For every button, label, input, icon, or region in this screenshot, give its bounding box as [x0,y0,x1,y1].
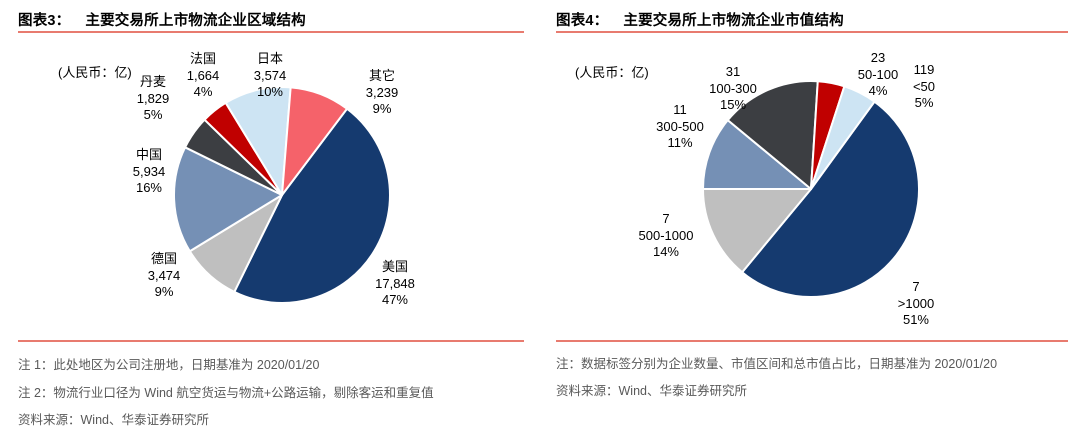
figure-title-row: 图表4： 主要交易所上市物流企业市值结构 [556,9,844,30]
pie-slice [741,100,920,298]
label-line: 17,848 [375,275,415,291]
label-line: 3,574 [253,67,287,83]
label-line: 9% [154,284,174,299]
label-line: 10% [256,84,284,99]
figure-number: 图表3： [18,13,71,29]
label-line: 1,664 [186,67,220,83]
figure-title: 主要交易所上市物流企业市值结构 [623,13,844,29]
pie-slice [702,188,812,274]
notes-divider [556,340,1068,342]
label-line: 50-100 [857,66,899,82]
label-line: 51% [902,312,930,327]
note-line-1: 注 1：此处地区为公司注册地，日期基准为 2020/01/20 [18,358,320,372]
label-line: 4% [868,83,888,98]
pie-slice [233,107,391,304]
label-line: 23 [870,50,886,65]
pie-label-usa: 美国 17,848 47% [375,259,415,309]
figure-title-row: 图表3： 主要交易所上市物流企业区域结构 [18,9,306,30]
label-line: 15% [719,97,747,112]
pie-label-germany: 德国 3,474 9% [148,251,181,301]
label-line: 1,829 [136,90,170,106]
pie-label-france: 法国 1,664 4% [187,51,220,101]
label-line: 16% [135,180,163,195]
figure-title: 主要交易所上市物流企业区域结构 [85,13,306,29]
label-line: 日本 [256,51,284,66]
pie-slice [702,119,812,190]
label-line: 7 [662,211,670,226]
label-line: 500-1000 [638,227,694,243]
unit-label: (人民币：亿) [575,65,649,80]
label-line: 德国 [150,251,178,266]
pie-label-lt50: 119 <50 5% [913,62,935,112]
label-line: 7 [912,279,920,294]
source-line: 资料来源：Wind、华泰证券研究所 [18,413,209,427]
pie-label-300-500: 11 300-500 11% [656,102,704,152]
marketcap-structure-pie-chart [702,80,920,298]
label-line: 119 [913,62,935,77]
label-line: 100-300 [709,80,757,96]
figure-panel-regional: 图表3： 主要交易所上市物流企业区域结构 (人民币：亿) 美国 17,848 47… [18,9,524,427]
label-line: 11 [673,102,687,117]
source-line: 资料来源：Wind、华泰证券研究所 [556,384,747,398]
label-line: 14% [652,244,680,259]
label-line: 丹麦 [139,74,167,89]
pie-slice [281,86,348,196]
label-line: 5% [914,95,934,110]
pie-slice [173,146,283,253]
pie-slice [810,85,876,190]
regional-structure-pie-chart [173,86,391,304]
pie-label-japan: 日本 3,574 10% [254,51,287,101]
note-line-2: 注 2：物流行业口径为 Wind 航空货运与物流+公路运输，剔除客运和重复值 [18,386,434,400]
label-line: 美国 [381,259,409,274]
figure-panel-marketcap: 图表4： 主要交易所上市物流企业市值结构 (人民币：亿) 7 >1000 51% … [540,0,1080,430]
label-line: 3,474 [147,267,181,283]
notes-divider [18,340,524,342]
pie-slice [726,80,819,190]
note-line-1: 注：数据标签分别为企业数量、市值区间和总市值占比，日期基准为 2020/01/2… [556,357,998,371]
label-line: 31 [725,64,741,79]
label-line: 9% [372,101,392,116]
label-line: 300-500 [656,118,704,134]
label-line: 法国 [189,51,217,66]
pie-label-gt1000: 7 >1000 51% [898,279,935,329]
pie-label-100-300: 31 100-300 15% [709,64,757,114]
pie-label-50-100: 23 50-100 4% [858,50,898,100]
label-line: 其它 [368,68,396,83]
pie-label-other: 其它 3,239 9% [366,68,399,118]
pie-label-china: 中国 5,934 16% [133,147,166,197]
pie-label-denmark: 丹麦 1,829 5% [137,74,170,124]
label-line: <50 [912,78,936,94]
label-line: 11% [667,135,693,150]
title-underline [556,31,1068,33]
label-line: >1000 [897,295,935,311]
label-line: 47% [381,292,409,307]
pie-label-500-1000: 7 500-1000 14% [639,211,694,261]
label-line: 5,934 [132,163,166,179]
unit-label: (人民币：亿) [58,65,132,80]
label-line: 5% [143,107,163,122]
title-underline [18,31,524,33]
figure-number: 图表4： [556,13,609,29]
label-line: 中国 [135,147,163,162]
label-line: 4% [193,84,213,99]
label-line: 3,239 [365,84,399,100]
